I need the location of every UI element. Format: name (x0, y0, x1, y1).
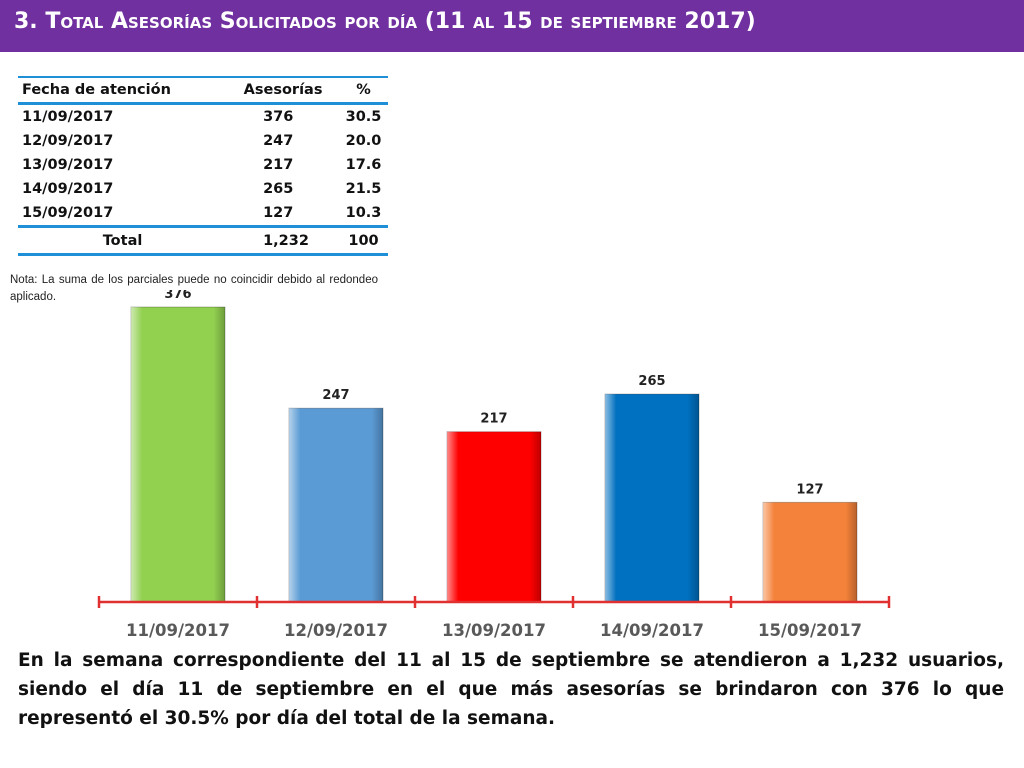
table-cell-percent: 21.5 (345, 181, 382, 197)
table-cell-date: 14/09/2017 (22, 181, 114, 197)
data-label: 376 (164, 290, 191, 302)
table-cell-percent: 20.0 (345, 133, 382, 149)
table-header-row: Fecha de atención Asesorías % (18, 76, 388, 105)
table-cell-date: 13/09/2017 (22, 157, 114, 173)
table-cell-percent: 10.3 (345, 205, 382, 221)
bar-shading (763, 502, 857, 602)
table-row: 11/09/2017 376 30.5 (18, 104, 388, 130)
table-cell-count: 265 (263, 181, 294, 197)
summary-paragraph: En la semana correspondiente del 11 al 1… (18, 650, 1004, 729)
bar-shading (447, 431, 541, 602)
x-tick-label: 14/09/2017 (600, 621, 704, 640)
table-total-label: Total (18, 225, 228, 256)
data-label: 265 (638, 374, 665, 389)
table-row: 12/09/2017 247 20.0 (18, 129, 388, 153)
table-cell-date: 11/09/2017 (22, 109, 114, 125)
table-cell-count: 247 (263, 133, 294, 149)
data-label: 217 (480, 412, 507, 427)
table-cell-date: 15/09/2017 (22, 205, 114, 221)
table-total-row: Total 1,232 100 (18, 225, 388, 256)
table-cell-percent: 30.5 (345, 109, 382, 125)
table-total-count: 1,232 (227, 225, 340, 256)
column-header-date: Fecha de atención (18, 76, 228, 105)
table-row: 14/09/2017 265 21.5 (18, 177, 388, 201)
footnote: Nota: La suma de los parciales puede no … (10, 274, 378, 303)
bar-chart: 376 11/09/2017 247 12/09/2017 217 13/09/2017 2… (97, 290, 891, 640)
table-cell-count: 376 (263, 109, 294, 125)
x-tick-label: 13/09/2017 (442, 621, 546, 640)
column-header-percent: % (339, 76, 388, 105)
table-cell-date: 12/09/2017 (22, 133, 114, 149)
table-row: 15/09/2017 127 10.3 (18, 201, 388, 227)
title-bar: 3. Total Asesorías Solicitados por día (… (0, 0, 1024, 52)
summary-table: Fecha de atención Asesorías % 11/09/2017… (18, 76, 388, 256)
column-header-count: Asesorías (227, 76, 340, 105)
table-cell-count: 217 (263, 157, 294, 173)
bar-shading (289, 408, 383, 602)
table-cell-percent: 17.6 (345, 157, 382, 173)
data-label: 127 (796, 482, 823, 497)
table-cell-count: 127 (263, 205, 294, 221)
table-total-percent: 100 (339, 225, 388, 256)
x-tick-label: 12/09/2017 (284, 621, 388, 640)
x-tick-label: 11/09/2017 (126, 621, 230, 640)
bar-shading (131, 307, 225, 602)
x-tick-label: 15/09/2017 (758, 621, 862, 640)
page-title: 3. Total Asesorías Solicitados por día (… (14, 9, 756, 34)
data-label: 247 (322, 388, 349, 403)
bar-shading (605, 394, 699, 602)
table-row: 13/09/2017 217 17.6 (18, 153, 388, 177)
